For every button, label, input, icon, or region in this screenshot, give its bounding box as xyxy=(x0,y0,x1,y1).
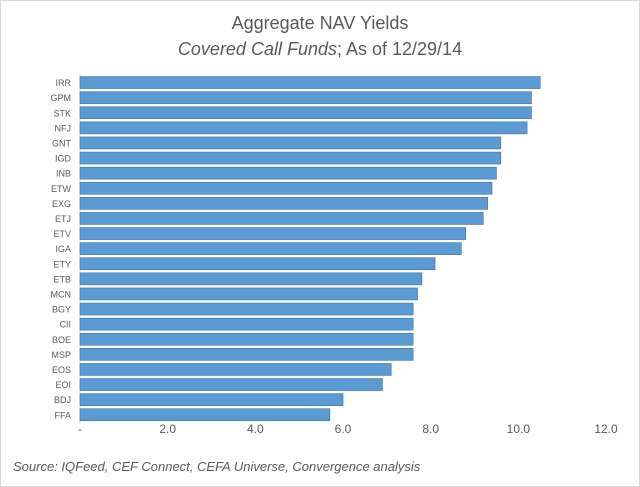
category-label-boe: BOE xyxy=(52,335,71,345)
bar-bgy xyxy=(79,302,414,316)
bar-bdj xyxy=(79,393,344,406)
bar-etv xyxy=(79,227,467,240)
bar-ety xyxy=(79,257,436,271)
category-label-etj: ETJ xyxy=(55,214,71,224)
category-label-eoi: EOI xyxy=(55,380,71,390)
category-label-iga: IGA xyxy=(55,244,71,254)
bar-cii xyxy=(79,317,414,331)
category-label-gpm: GPM xyxy=(50,93,71,103)
category-label-bgy: BGY xyxy=(52,305,71,315)
category-label-nfj: NFJ xyxy=(55,123,72,133)
bar-gnt xyxy=(79,136,502,150)
chart-title: Aggregate NAV Yields xyxy=(231,13,409,33)
bar-irr xyxy=(79,76,541,89)
category-label-stk: STK xyxy=(53,108,71,118)
bar-inb xyxy=(79,166,497,180)
bar-etj xyxy=(79,212,484,225)
source-note: Source: IQFeed, CEF Connect, CEFA Univer… xyxy=(13,459,421,474)
bar-exg xyxy=(79,197,488,210)
x-tick-label: 12.0 xyxy=(594,422,618,436)
category-label-irr: IRR xyxy=(56,78,72,88)
bar-eoi xyxy=(79,378,383,391)
bar-iga xyxy=(79,242,462,255)
category-label-etw: ETW xyxy=(51,184,72,194)
x-tick-label: 10.0 xyxy=(507,422,531,436)
category-label-bdj: BDJ xyxy=(54,395,71,405)
category-label-ffa: FFA xyxy=(54,410,71,420)
bar-mcn xyxy=(79,287,418,301)
x-tick-label: 4.0 xyxy=(247,422,264,436)
bar-stk xyxy=(79,106,532,120)
bar-etw xyxy=(79,181,493,195)
chart-subtitle-italic: Covered Call Funds xyxy=(177,39,337,59)
category-label-ety: ETY xyxy=(53,259,71,269)
x-tick-label: - xyxy=(78,422,82,436)
category-label-cii: CII xyxy=(59,320,71,330)
category-label-msp: MSP xyxy=(51,350,71,360)
bar-msp xyxy=(79,348,414,361)
bar-gpm xyxy=(79,91,532,104)
category-label-gnt: GNT xyxy=(52,138,72,148)
bar-etb xyxy=(79,272,423,286)
category-label-igd: IGD xyxy=(55,154,72,164)
bar-boe xyxy=(79,332,414,346)
chart-subtitle: Covered Call Funds; As of 12/29/14 xyxy=(1,39,639,60)
category-label-exg: EXG xyxy=(52,199,71,209)
bar-eos xyxy=(79,363,392,376)
x-tick-label: 6.0 xyxy=(335,422,352,436)
category-label-mcn: MCN xyxy=(51,289,72,299)
category-label-etb: ETB xyxy=(53,274,71,284)
bar-nfj xyxy=(79,121,528,135)
chart-subtitle-date: ; As of 12/29/14 xyxy=(336,39,463,59)
category-label-inb: INB xyxy=(56,169,71,179)
x-tick-label: 8.0 xyxy=(422,422,439,436)
x-tick-label: 2.0 xyxy=(159,422,176,436)
category-label-eos: EOS xyxy=(52,365,71,375)
category-label-etv: ETV xyxy=(53,229,71,239)
bar-ffa xyxy=(79,408,331,422)
bar-igd xyxy=(79,151,502,165)
